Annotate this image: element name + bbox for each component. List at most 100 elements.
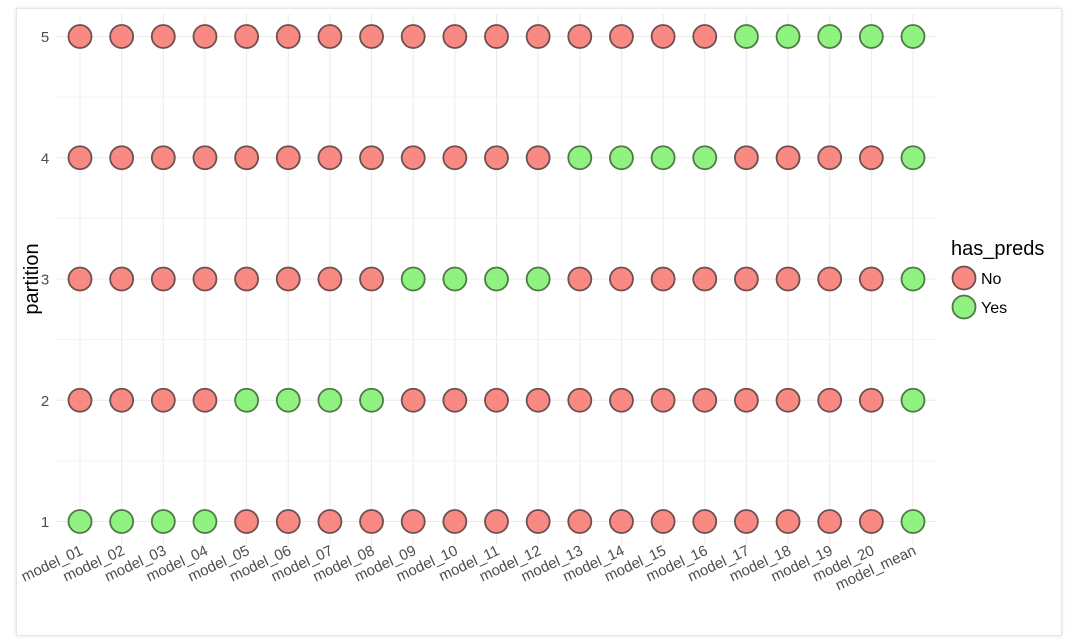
y-tick-label: 4 xyxy=(41,150,49,167)
legend: has_preds No Yes xyxy=(951,238,1044,320)
point-model_11-partition-5 xyxy=(484,24,509,49)
point-model_06-partition-3 xyxy=(275,266,301,292)
point-model_15-partition-2 xyxy=(650,387,676,413)
point-model_19-partition-1 xyxy=(817,509,843,534)
point-model_18-partition-2 xyxy=(775,387,801,413)
point-model_07-partition-5 xyxy=(317,24,343,49)
point-model_19-partition-4 xyxy=(817,145,843,171)
point-model_09-partition-3 xyxy=(400,266,426,292)
point-model_06-partition-4 xyxy=(275,145,301,171)
point-model_01-partition-1 xyxy=(67,509,93,534)
point-model_12-partition-4 xyxy=(525,145,551,171)
y-tick-labels: 1 2 3 4 5 xyxy=(41,29,49,531)
point-model_01-partition-2 xyxy=(67,387,93,413)
x-tick-labels: model_01model_02model_03model_04model_05… xyxy=(19,542,919,594)
point-model_14-partition-5 xyxy=(609,24,634,49)
point-model_14-partition-3 xyxy=(609,266,634,292)
point-model_10-partition-2 xyxy=(442,387,468,413)
point-model_16-partition-5 xyxy=(692,24,718,49)
point-model_05-partition-3 xyxy=(234,266,260,292)
point-model_09-partition-5 xyxy=(400,24,426,49)
point-model_17-partition-2 xyxy=(734,387,759,413)
point-model_20-partition-3 xyxy=(858,266,884,292)
point-model_13-partition-3 xyxy=(567,266,593,292)
point-model_18-partition-5 xyxy=(775,24,801,49)
point-model_05-partition-4 xyxy=(234,145,260,171)
legend-key-yes xyxy=(951,294,977,320)
point-model_08-partition-1 xyxy=(359,509,384,534)
point-model_10-partition-1 xyxy=(442,509,468,534)
point-model_15-partition-5 xyxy=(650,24,676,49)
point-model_01-partition-3 xyxy=(67,266,93,292)
point-model_04-partition-1 xyxy=(192,509,218,534)
point-model_10-partition-5 xyxy=(442,24,468,49)
point-model_13-partition-2 xyxy=(567,387,593,413)
point-model_12-partition-1 xyxy=(525,509,551,534)
point-model_06-partition-5 xyxy=(275,24,301,49)
point-model_mean-partition-3 xyxy=(900,266,926,292)
legend-label-yes: Yes xyxy=(981,300,1007,317)
point-model_16-partition-1 xyxy=(692,509,718,534)
point-model_11-partition-1 xyxy=(484,509,509,534)
y-tick-label: 5 xyxy=(41,29,49,46)
point-model_06-partition-1 xyxy=(275,509,301,534)
point-model_01-partition-4 xyxy=(67,145,93,171)
point-model_06-partition-2 xyxy=(275,387,301,413)
point-model_mean-partition-5 xyxy=(900,24,926,49)
point-model_08-partition-5 xyxy=(359,24,384,49)
point-model_08-partition-2 xyxy=(359,387,384,413)
point-model_05-partition-2 xyxy=(234,387,260,413)
point-model_09-partition-4 xyxy=(400,145,426,171)
point-model_17-partition-5 xyxy=(734,24,759,49)
point-model_15-partition-3 xyxy=(650,266,676,292)
point-model_16-partition-2 xyxy=(692,387,718,413)
data-points xyxy=(67,24,926,534)
point-model_07-partition-3 xyxy=(317,266,343,292)
point-model_05-partition-1 xyxy=(234,509,260,534)
point-model_18-partition-1 xyxy=(775,509,801,534)
point-model_07-partition-2 xyxy=(317,387,343,413)
point-model_04-partition-2 xyxy=(192,387,218,413)
point-model_19-partition-5 xyxy=(817,24,843,49)
legend-label-no: No xyxy=(981,271,1002,288)
point-model_13-partition-5 xyxy=(567,24,593,49)
point-model_03-partition-2 xyxy=(150,387,176,413)
point-model_03-partition-1 xyxy=(150,509,176,534)
point-model_17-partition-1 xyxy=(734,509,759,534)
point-model_18-partition-3 xyxy=(775,266,801,292)
point-model_11-partition-2 xyxy=(484,387,509,413)
point-model_04-partition-5 xyxy=(192,24,218,49)
point-model_02-partition-3 xyxy=(109,266,135,292)
point-model_14-partition-2 xyxy=(609,387,634,413)
point-model_11-partition-4 xyxy=(484,145,509,171)
point-model_13-partition-1 xyxy=(567,509,593,534)
point-model_07-partition-1 xyxy=(317,509,343,534)
point-model_16-partition-4 xyxy=(692,145,718,171)
point-model_14-partition-1 xyxy=(609,509,634,534)
point-model_14-partition-4 xyxy=(609,145,634,171)
point-model_12-partition-3 xyxy=(525,266,551,292)
point-model_20-partition-1 xyxy=(858,509,884,534)
point-model_03-partition-5 xyxy=(150,24,176,49)
point-model_02-partition-2 xyxy=(109,387,135,413)
point-model_20-partition-2 xyxy=(858,387,884,413)
point-model_01-partition-5 xyxy=(67,24,93,49)
point-model_mean-partition-4 xyxy=(900,145,926,171)
point-model_10-partition-3 xyxy=(442,266,468,292)
y-axis-label: partition xyxy=(21,243,43,314)
point-model_19-partition-3 xyxy=(817,266,843,292)
point-model_08-partition-3 xyxy=(359,266,384,292)
point-model_16-partition-3 xyxy=(692,266,718,292)
point-model_03-partition-3 xyxy=(150,266,176,292)
y-tick-label: 2 xyxy=(41,393,49,410)
point-model_17-partition-3 xyxy=(734,266,759,292)
point-model_09-partition-1 xyxy=(400,509,426,534)
point-model_09-partition-2 xyxy=(400,387,426,413)
point-model_17-partition-4 xyxy=(734,145,759,171)
legend-title: has_preds xyxy=(951,238,1044,260)
point-model_12-partition-5 xyxy=(525,24,551,49)
point-model_mean-partition-1 xyxy=(900,509,926,534)
point-model_20-partition-5 xyxy=(858,24,884,49)
point-model_02-partition-1 xyxy=(109,509,135,534)
